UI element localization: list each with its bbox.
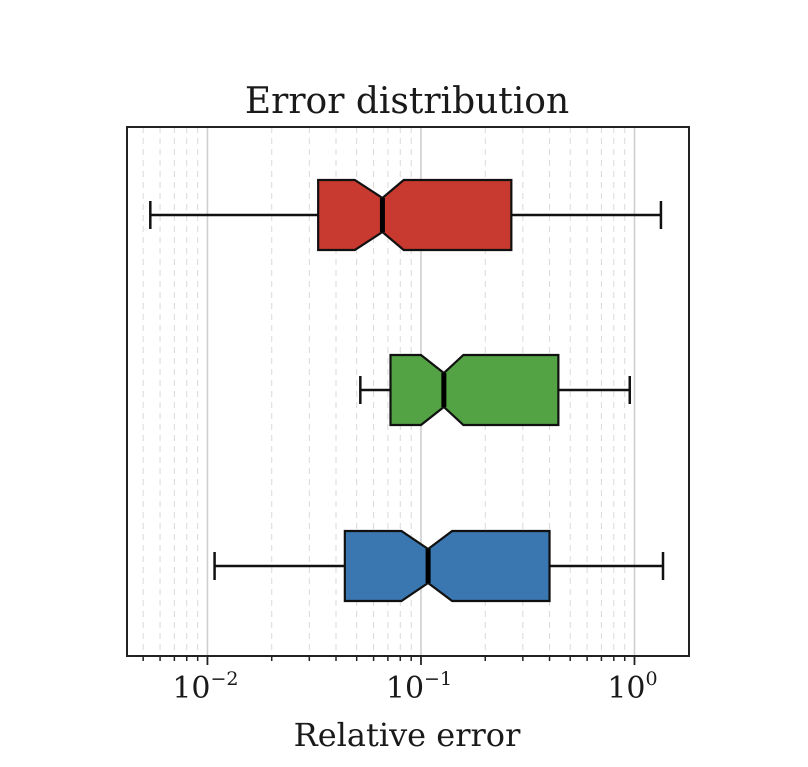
tick-label-base: 10: [386, 671, 424, 706]
tick-label-exponent: −1: [424, 668, 452, 690]
tick-label-base: 10: [607, 671, 645, 706]
x-ticks: 10−2 10−1 100: [142, 656, 658, 706]
x-tick-label: 100: [607, 668, 657, 706]
notched-box: [389, 353, 560, 427]
x-axis-label: Relative error: [294, 716, 521, 754]
tick-label-base: 10: [172, 671, 210, 706]
box-2: [359, 353, 631, 427]
box-1: [213, 529, 665, 603]
tick-label-exponent: −2: [211, 668, 239, 690]
box-series: [149, 178, 665, 603]
chart-title: Error distribution: [245, 81, 569, 122]
plot-frame: [126, 126, 690, 657]
tick-label-exponent: 0: [646, 668, 658, 690]
x-tick-label: 10−2: [172, 668, 238, 706]
notched-box: [317, 178, 513, 252]
x-tick-label: 10−1: [386, 668, 452, 706]
box-3: [149, 178, 663, 252]
notched-box: [343, 529, 551, 603]
